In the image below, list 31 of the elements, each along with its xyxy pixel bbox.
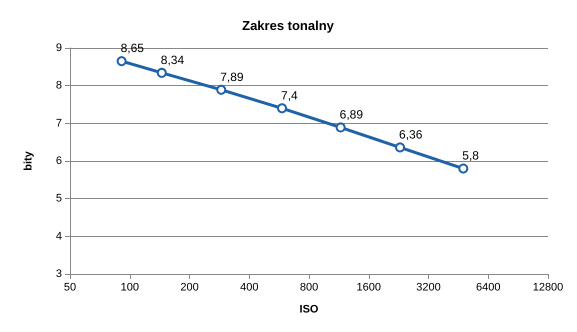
x-tick-label: 12800 [532,282,564,294]
y-tick-label: 8 [56,80,62,92]
y-tick-label: 3 [56,268,62,280]
data-label: 6,36 [399,127,423,142]
chart-title: Zakres tonalny [242,18,335,33]
y-axis-title: bity [22,150,34,171]
data-label: 5,8 [462,148,480,163]
y-tick-label: 5 [56,192,62,205]
point [156,68,167,78]
point [277,103,288,114]
x-tick-label: 200 [180,282,199,294]
y-tick-label: 6 [56,155,62,167]
x-tick-label: 1600 [356,282,381,294]
x-tick-label: 50 [64,282,76,294]
y-tick-label: 7 [56,117,62,130]
x-tick-label: 100 [120,282,139,294]
y-tick-label: 9 [56,42,62,54]
point [216,84,226,95]
data-label: 8,65 [120,41,144,56]
x-tick-label: 400 [240,282,258,294]
x-tick-label: 3200 [416,282,441,294]
y-tick-label: 4 [56,230,62,242]
data-label: 7,4 [281,88,298,102]
x-axis-title: ISO [300,304,319,316]
x-tick-label: 6400 [476,282,500,294]
x-tick-label: 800 [300,282,318,294]
data-label: 8,34 [160,52,184,67]
data-label: 7,89 [220,70,244,84]
data-label: 6,89 [340,107,364,122]
point [336,122,346,132]
point [395,142,406,152]
